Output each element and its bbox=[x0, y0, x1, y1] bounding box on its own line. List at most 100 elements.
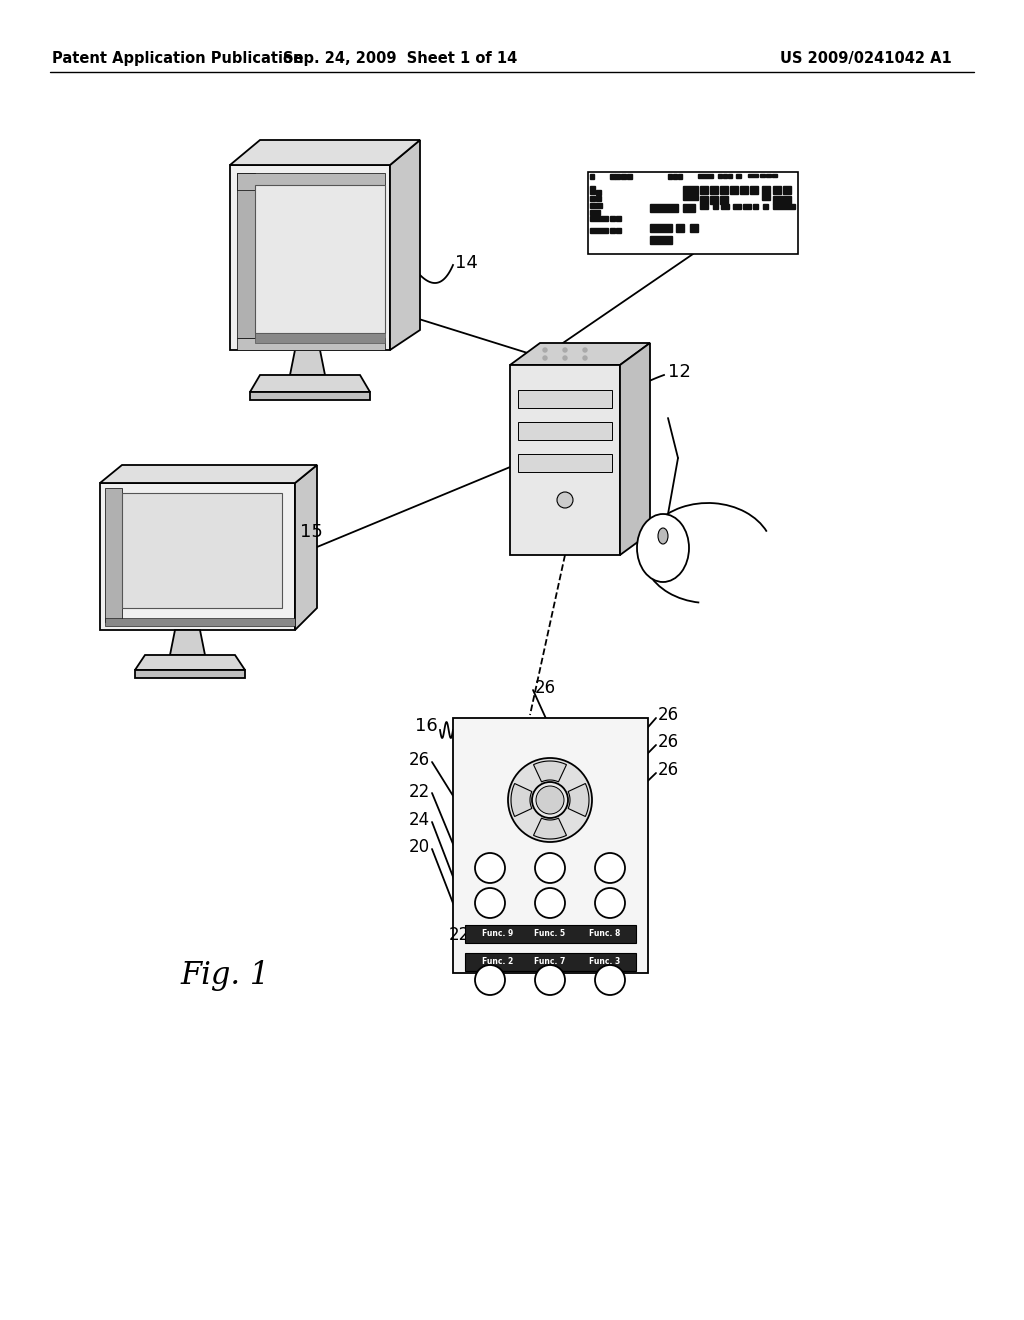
Text: 15: 15 bbox=[300, 523, 323, 541]
Bar bbox=[255, 185, 385, 333]
Circle shape bbox=[583, 356, 587, 360]
Polygon shape bbox=[135, 671, 245, 678]
Bar bbox=[723, 174, 727, 178]
Bar bbox=[700, 195, 708, 205]
Text: 26: 26 bbox=[658, 706, 679, 723]
Polygon shape bbox=[620, 343, 650, 554]
Circle shape bbox=[543, 348, 547, 352]
Circle shape bbox=[595, 888, 625, 917]
Bar bbox=[740, 186, 748, 194]
Polygon shape bbox=[518, 422, 612, 440]
Bar bbox=[122, 492, 282, 609]
Bar bbox=[783, 186, 791, 194]
Polygon shape bbox=[250, 375, 370, 392]
Bar bbox=[710, 186, 718, 194]
Text: Func. 5: Func. 5 bbox=[535, 929, 565, 939]
Bar bbox=[453, 718, 648, 973]
Bar bbox=[720, 186, 728, 194]
Polygon shape bbox=[250, 392, 370, 400]
Bar bbox=[750, 186, 758, 194]
Bar bbox=[690, 224, 698, 232]
Text: 22: 22 bbox=[409, 783, 430, 801]
Bar bbox=[616, 216, 621, 220]
Bar bbox=[721, 205, 729, 209]
Polygon shape bbox=[510, 366, 620, 554]
Bar bbox=[766, 174, 771, 177]
Circle shape bbox=[532, 781, 568, 818]
Text: 26: 26 bbox=[409, 751, 430, 770]
Polygon shape bbox=[230, 140, 420, 165]
Polygon shape bbox=[568, 784, 589, 817]
Text: Func. 2: Func. 2 bbox=[482, 957, 514, 966]
Circle shape bbox=[475, 965, 505, 995]
Bar bbox=[650, 224, 672, 232]
Polygon shape bbox=[105, 618, 295, 626]
Bar bbox=[728, 174, 732, 178]
Polygon shape bbox=[237, 338, 385, 350]
Bar bbox=[720, 195, 728, 205]
Bar bbox=[773, 195, 791, 205]
Circle shape bbox=[475, 853, 505, 883]
Bar bbox=[748, 174, 758, 177]
Bar bbox=[676, 224, 684, 232]
Bar bbox=[650, 236, 672, 244]
Bar bbox=[255, 333, 385, 343]
Text: Func. 3: Func. 3 bbox=[590, 957, 621, 966]
Text: 20: 20 bbox=[409, 838, 430, 855]
Polygon shape bbox=[100, 465, 317, 483]
Polygon shape bbox=[390, 140, 420, 350]
Circle shape bbox=[595, 965, 625, 995]
Bar bbox=[465, 953, 636, 972]
Polygon shape bbox=[534, 818, 566, 840]
Bar bbox=[588, 172, 798, 253]
Bar bbox=[465, 925, 636, 942]
Bar bbox=[590, 186, 595, 194]
Circle shape bbox=[535, 888, 565, 917]
Text: 14: 14 bbox=[455, 253, 478, 272]
Bar bbox=[698, 174, 713, 178]
Bar bbox=[762, 186, 770, 201]
Text: US 2009/0241042 A1: US 2009/0241042 A1 bbox=[780, 50, 951, 66]
Text: Patent Application Publication: Patent Application Publication bbox=[52, 50, 303, 66]
Text: 26: 26 bbox=[658, 762, 679, 779]
Bar bbox=[743, 205, 751, 209]
Bar bbox=[596, 195, 601, 201]
Polygon shape bbox=[100, 483, 295, 630]
Bar bbox=[733, 205, 741, 209]
Bar bbox=[590, 228, 608, 234]
Bar bbox=[610, 228, 615, 234]
Bar bbox=[730, 186, 738, 194]
Bar bbox=[683, 205, 695, 213]
Circle shape bbox=[557, 492, 573, 508]
Text: 16: 16 bbox=[416, 717, 438, 735]
Circle shape bbox=[536, 785, 564, 814]
Bar bbox=[736, 174, 741, 178]
Bar bbox=[773, 205, 795, 209]
Bar bbox=[615, 174, 620, 180]
Bar bbox=[621, 174, 626, 180]
Text: 26: 26 bbox=[658, 733, 679, 751]
Bar bbox=[650, 205, 678, 213]
Bar bbox=[700, 205, 708, 209]
Bar bbox=[590, 195, 595, 201]
Bar bbox=[627, 174, 632, 180]
Polygon shape bbox=[510, 343, 650, 366]
Bar bbox=[668, 174, 672, 180]
Polygon shape bbox=[135, 655, 245, 671]
Text: Sep. 24, 2009  Sheet 1 of 14: Sep. 24, 2009 Sheet 1 of 14 bbox=[283, 50, 517, 66]
Bar bbox=[616, 228, 621, 234]
Bar bbox=[610, 174, 615, 180]
Polygon shape bbox=[518, 454, 612, 473]
Text: Func. 7: Func. 7 bbox=[535, 957, 565, 966]
Bar bbox=[590, 203, 602, 209]
Polygon shape bbox=[230, 165, 390, 350]
Text: 24: 24 bbox=[409, 810, 430, 829]
Bar bbox=[710, 195, 718, 205]
Polygon shape bbox=[534, 762, 566, 781]
Bar bbox=[590, 216, 608, 220]
Ellipse shape bbox=[658, 528, 668, 544]
Polygon shape bbox=[518, 389, 612, 408]
Bar bbox=[596, 190, 601, 195]
Circle shape bbox=[595, 853, 625, 883]
Bar bbox=[763, 205, 768, 209]
